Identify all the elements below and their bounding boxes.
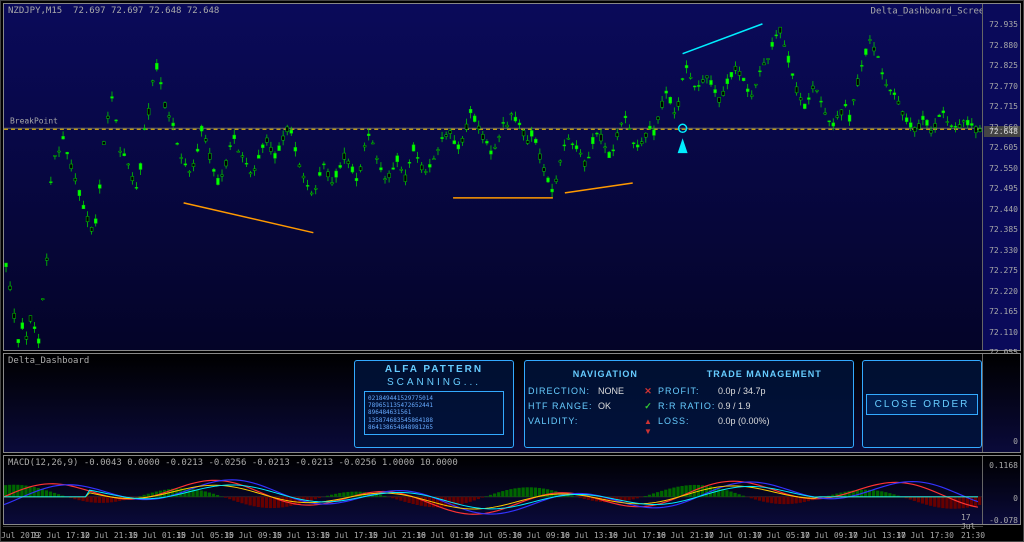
price-tick: 72.660 bbox=[989, 123, 1018, 132]
time-tick: 17 Jul 21:30 bbox=[961, 513, 985, 540]
chart-canvas: BreakPoint bbox=[4, 4, 982, 350]
htf-value: OK bbox=[598, 401, 638, 412]
price-tick: 72.550 bbox=[989, 164, 1018, 173]
navigation-panel: NAVIGATION TRADE MANAGEMENT DIRECTION: N… bbox=[524, 360, 854, 448]
dashboard-axis: 0 bbox=[982, 354, 1020, 452]
macd-canvas bbox=[4, 456, 982, 524]
price-axis: 72.648 72.93572.88072.82572.77072.71572.… bbox=[982, 4, 1020, 350]
price-tick: 72.770 bbox=[989, 82, 1018, 91]
macd-tick: 0 bbox=[1013, 494, 1018, 503]
price-tick: 72.330 bbox=[989, 246, 1018, 255]
htf-label: HTF RANGE: bbox=[528, 401, 598, 412]
time-tick: 17 Jul 17:30 bbox=[896, 531, 954, 540]
price-tick: 72.275 bbox=[989, 266, 1018, 275]
loss-value: 0.0p (0.00%) bbox=[718, 416, 770, 436]
x-icon: ✕ bbox=[638, 386, 658, 397]
price-tick: 72.165 bbox=[989, 307, 1018, 316]
price-chart[interactable]: NZDJPY,M15 72.697 72.697 72.648 72.648 D… bbox=[3, 3, 1021, 351]
price-tick: 72.495 bbox=[989, 184, 1018, 193]
macd-panel[interactable]: MACD(12,26,9) -0.0043 0.0000 -0.0213 -0.… bbox=[3, 455, 1021, 525]
price-tick: 72.385 bbox=[989, 225, 1018, 234]
alfa-scanning: SCANNING... bbox=[358, 377, 510, 388]
macd-axis: 0.1168 0 -0.078 bbox=[982, 456, 1020, 524]
dashboard-zero-label: 0 bbox=[1013, 437, 1018, 446]
close-order-panel: CLOSE ORDER bbox=[862, 360, 982, 448]
time-axis: 12 Jul 201912 Jul 17:3012 Jul 21:3015 Ju… bbox=[3, 526, 983, 541]
direction-label: DIRECTION: bbox=[528, 386, 598, 397]
rr-label: R:R RATIO: bbox=[658, 401, 718, 412]
navigation-title: NAVIGATION bbox=[528, 369, 683, 379]
price-tick: 72.880 bbox=[989, 41, 1018, 50]
macd-tick: -0.078 bbox=[989, 516, 1018, 525]
breakpoint-label: BreakPoint bbox=[10, 116, 58, 125]
profit-label: PROFIT: bbox=[658, 386, 718, 397]
dashboard-label: Delta_Dashboard bbox=[8, 356, 89, 366]
price-tick: 72.825 bbox=[989, 61, 1018, 70]
trade-mgmt-title: TRADE MANAGEMENT bbox=[687, 369, 842, 379]
price-tick: 72.715 bbox=[989, 102, 1018, 111]
profit-value: 0.0p / 34.7p bbox=[718, 386, 766, 397]
alfa-pattern-panel: ALFA PATTERN SCANNING... 021849441529775… bbox=[354, 360, 514, 448]
macd-tick: 0.1168 bbox=[989, 461, 1018, 470]
price-tick: 72.220 bbox=[989, 287, 1018, 296]
price-tick: 72.935 bbox=[989, 20, 1018, 29]
price-tick: 72.605 bbox=[989, 143, 1018, 152]
check-icon: ✓ bbox=[638, 401, 658, 412]
validity-label: VALIDITY: bbox=[528, 416, 598, 436]
delta-dashboard-panel: Delta_Dashboard ALFA PATTERN SCANNING...… bbox=[3, 353, 1021, 453]
close-order-button[interactable]: CLOSE ORDER bbox=[866, 394, 979, 415]
rr-value: 0.9 / 1.9 bbox=[718, 401, 751, 412]
arrows-icon: ▲▼ bbox=[638, 416, 658, 436]
loss-label: LOSS: bbox=[658, 416, 718, 436]
alfa-title: ALFA PATTERN bbox=[358, 364, 510, 375]
alfa-grid: 0218494415297750147896511354726524418964… bbox=[364, 391, 504, 435]
direction-value: NONE bbox=[598, 386, 638, 397]
price-tick: 72.110 bbox=[989, 328, 1018, 337]
price-tick: 72.440 bbox=[989, 205, 1018, 214]
